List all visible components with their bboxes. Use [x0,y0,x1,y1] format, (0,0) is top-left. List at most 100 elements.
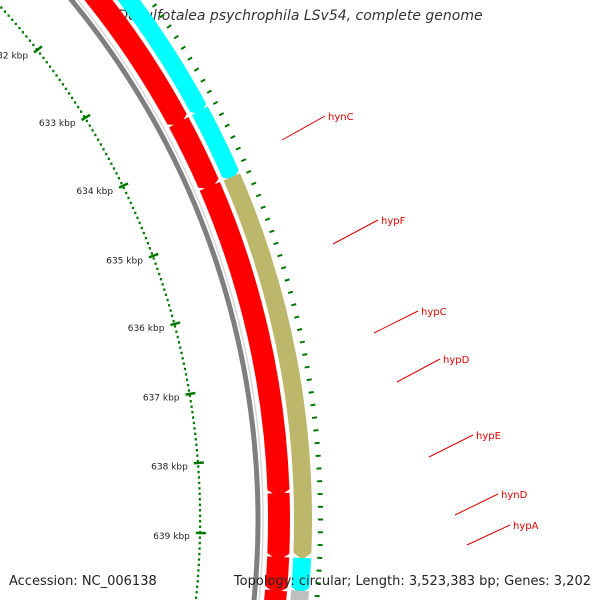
outer-tick [306,378,312,382]
label-layer: hynC hypF hypC hypD hypE hynD hypA [281,112,539,546]
guide-dot [198,509,202,512]
guide-dot [186,383,190,387]
guide-dot [177,341,181,344]
guide-dot [140,226,143,230]
guide-dot [175,330,178,333]
gene-label-hynD: hynD [501,490,528,501]
outer-tick [264,217,271,222]
guide-dot [21,31,25,34]
tick-layer: 632 kbp 633 kbp 634 kbp 635 kbp 636 kbp 637 k… [0,3,324,599]
gene-label-hypA: hypA [513,521,539,532]
guide-dot [67,92,71,95]
guide-dot [129,201,132,205]
outer-tick [255,193,262,198]
guide-dot [190,405,193,408]
outer-tick [299,340,305,344]
gene-label-hypF: hypF [381,216,406,227]
guide-dot [192,421,195,425]
guide-dot [102,148,105,151]
guide-dot [173,325,177,328]
guide-dot [197,476,201,479]
gene-callout-line [373,310,419,334]
guide-dot [0,6,3,9]
outer-tick [230,135,236,140]
guide-dot [97,138,100,141]
gene-label-hypE: hypE [476,431,501,442]
gray-cds-arrow [290,589,310,600]
guide-dot [198,536,201,539]
outer-tick [311,416,318,419]
red-cds-arrow [264,589,288,600]
guide-dot [58,78,61,82]
guide-dot [197,465,200,468]
guide-dot [82,115,86,118]
guide-dot [198,525,202,528]
guide-dot [195,596,198,599]
guide-dot [198,492,201,496]
outer-tick [251,181,257,186]
gene-callout-line [454,493,499,516]
gene-callout-line [396,358,441,383]
accession-text: Accession: NC_006138 [9,574,157,589]
outer-tick [291,303,297,307]
guide-dot [196,454,199,457]
gene-callout-line [332,219,379,245]
guide-dot [197,558,201,561]
outer-tick [297,328,303,332]
guide-dot [117,177,121,180]
guide-dot [188,394,192,398]
guide-dot [198,547,201,550]
feature-layer [84,0,312,600]
guide-dot [85,119,89,123]
guide-dot [171,314,174,318]
outer-tick [193,67,200,72]
guide-dot [138,221,141,225]
outer-tick [269,229,275,234]
cyan-cds-arrow [117,0,207,114]
guide-dot [181,357,184,360]
guide-dot [74,101,77,104]
guide-dot [172,319,175,323]
guide-dot [64,87,68,91]
outer-tick [280,266,287,270]
guide-dot [91,129,94,132]
guide-dot [142,231,145,235]
guide-dot [105,152,108,156]
outer-tick [212,100,219,105]
outer-tick [273,241,279,246]
guide-dot [193,427,196,430]
guide-dot [198,487,201,490]
gene-callout-line [281,115,326,141]
guide-dot [25,35,28,38]
outer-tick [302,353,308,357]
red-cds-arrow [169,116,219,190]
guide-dot [182,362,185,365]
guide-dot [191,410,194,414]
kbp-tick-label: 637 kbp [143,394,180,404]
guide-dot [198,514,202,517]
guide-dot [45,61,48,64]
kbp-major-tick [193,461,204,465]
kbp-tick-label: 638 kbp [151,462,188,472]
guide-dot [112,167,116,170]
gene-callout-line [466,524,511,546]
guide-dot [198,498,201,501]
guide-dot [196,574,200,578]
guide-dot [127,196,130,200]
red-cds-arrow [84,0,187,126]
guide-dot [55,74,58,77]
guide-dot [158,272,161,276]
guide-dot [42,56,45,60]
kbp-major-tick [170,321,181,327]
guide-dot [197,470,200,474]
kbp-tick-label: 639 kbp [153,532,190,542]
kbp-tick-label: 636 kbp [128,324,165,334]
outer-tick [218,112,225,117]
guide-dot [146,241,149,245]
guide-dot [184,373,188,376]
cyan-cds-arrow [291,557,312,595]
kbp-tick-label: 635 kbp [106,256,143,266]
kbp-major-tick [33,45,43,54]
guide-dot [197,569,200,572]
kbp-major-tick [80,113,91,122]
